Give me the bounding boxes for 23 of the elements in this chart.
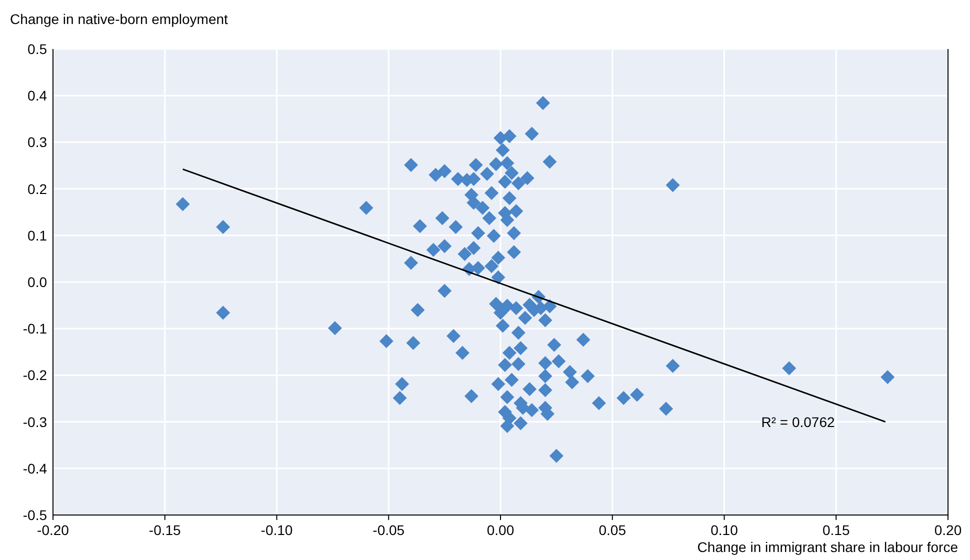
y-tick-label: -0.2 xyxy=(22,367,48,384)
x-tick-label: -0.05 xyxy=(372,522,405,538)
y-tick-label: 0.5 xyxy=(28,41,48,57)
x-tick-label: -0.15 xyxy=(148,522,182,538)
y-axis-title: Change in native-born employment xyxy=(10,11,228,27)
x-axis-title: Change in immigrant share in labour force xyxy=(697,539,958,555)
y-tick-label: 0.0 xyxy=(28,274,48,290)
x-tick-label: 0.15 xyxy=(822,522,850,538)
x-tick-label: -0.10 xyxy=(260,522,293,538)
y-tick-label: 0.1 xyxy=(28,227,48,244)
annotation: R² = 0.0762 xyxy=(761,414,835,430)
y-tick-label: -0.4 xyxy=(22,460,48,476)
y-tick-label: 0.4 xyxy=(28,88,48,104)
x-tick-label: 0.10 xyxy=(710,522,738,538)
y-tick-label: -0.1 xyxy=(22,320,48,337)
x-tick-label: -0.20 xyxy=(37,522,70,538)
y-tick-label: -0.3 xyxy=(22,414,48,430)
x-tick-label: 0.20 xyxy=(934,522,962,538)
y-tick-label: 0.2 xyxy=(28,180,48,197)
y-tick-label: -0.5 xyxy=(22,507,48,523)
y-tick-label: 0.3 xyxy=(28,134,48,150)
x-tick-label: 0.05 xyxy=(598,522,626,538)
x-tick-label: 0.00 xyxy=(486,522,514,538)
